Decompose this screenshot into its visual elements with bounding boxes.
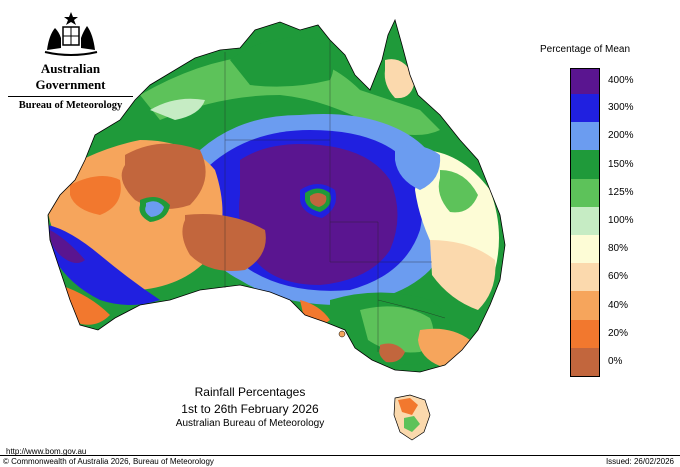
legend-label: 100% xyxy=(608,214,634,226)
website-url[interactable]: http://www.bom.gov.au xyxy=(6,447,87,456)
legend-swatch xyxy=(570,235,600,264)
legend-swatch xyxy=(570,150,600,179)
legend-label: 0% xyxy=(608,355,623,367)
caption-period: 1st to 26th February 2026 xyxy=(181,402,319,416)
zone-se-light-green xyxy=(360,306,434,353)
zone-sw-purple xyxy=(50,230,85,264)
zone-wa-dark-orange xyxy=(70,176,121,215)
zone-east-green xyxy=(438,170,478,213)
legend-label: 150% xyxy=(608,158,634,170)
caption-source: Australian Bureau of Meteorology xyxy=(175,418,325,429)
legend-label: 40% xyxy=(608,299,629,311)
legend-swatch xyxy=(570,263,600,292)
tasmania-green xyxy=(404,416,420,432)
zone-cape-york-pale xyxy=(384,59,415,99)
legend-swatch xyxy=(570,94,600,123)
issued-date: Issued: 26/02/2026 xyxy=(605,457,674,466)
legend-label: 200% xyxy=(608,130,634,142)
zone-east-peach xyxy=(430,240,496,310)
caption-title: Rainfall Percentages xyxy=(194,385,306,399)
tasmania-orange xyxy=(398,398,418,415)
legend-label: 80% xyxy=(608,243,629,255)
legend-label: 60% xyxy=(608,271,629,283)
legend-swatch xyxy=(570,347,600,377)
zone-inner-dry-core xyxy=(310,193,327,207)
legend-title: Percentage of Mean xyxy=(540,44,631,55)
zone-wa-brown-south xyxy=(182,214,266,271)
government-name: Australian Government xyxy=(35,61,106,92)
kangaroo-island xyxy=(338,330,346,338)
zone-north-pale xyxy=(150,98,205,120)
legend-label: 400% xyxy=(608,75,634,86)
state-borders xyxy=(224,40,446,352)
zone-wa-pale-spot xyxy=(145,201,164,217)
legend-label: 300% xyxy=(608,102,634,114)
zone-north-light-green xyxy=(140,54,440,135)
zone-sw-blue xyxy=(48,225,160,305)
bureau-name: Bureau of Meteorology xyxy=(18,100,123,111)
legend-swatch xyxy=(570,122,600,151)
zone-queensland-blue xyxy=(395,146,441,190)
government-logo-block: Australian Government Bureau of Meteorol… xyxy=(8,10,133,111)
legend-swatch xyxy=(570,291,600,320)
legend-swatch xyxy=(570,178,600,207)
zone-victoria-dark xyxy=(379,343,405,363)
copyright-notice: © Commonwealth of Australia 2026, Bureau… xyxy=(3,457,214,466)
legend-swatch xyxy=(570,68,600,95)
coat-of-arms-icon xyxy=(44,12,97,56)
map-caption: Rainfall Percentages 1st to 26th Februar… xyxy=(130,385,370,429)
legend-swatch xyxy=(570,319,600,348)
mainland-coastline xyxy=(47,18,506,373)
zone-wa-brown-north xyxy=(121,143,206,209)
legend-label: 125% xyxy=(608,186,634,198)
logo-divider xyxy=(8,96,133,97)
legend-swatch xyxy=(570,206,600,235)
legend-label: 20% xyxy=(608,327,629,339)
zone-top-end-green xyxy=(230,37,334,87)
footer-divider xyxy=(0,455,680,456)
